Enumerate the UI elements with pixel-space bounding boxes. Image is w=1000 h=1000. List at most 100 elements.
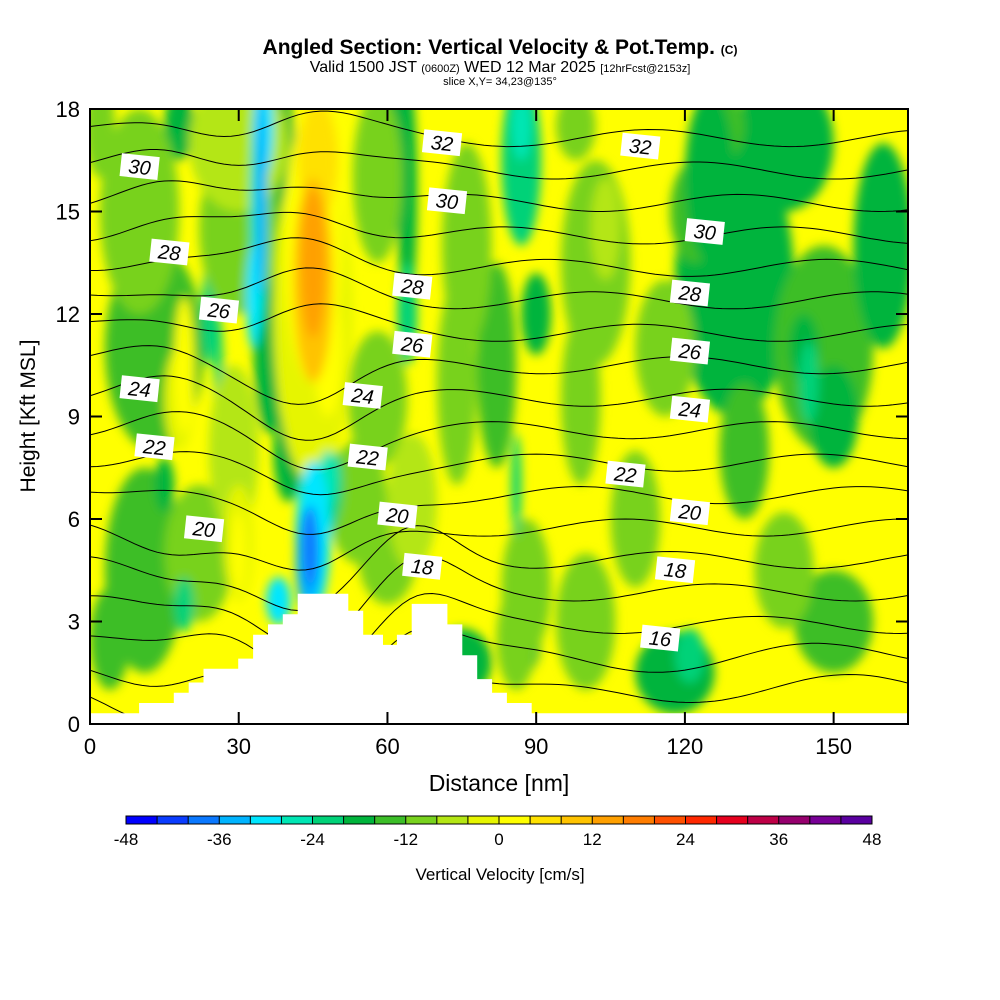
colorbar-tick-label: -36 bbox=[207, 830, 232, 849]
y-tick-label: 9 bbox=[68, 405, 80, 430]
isentrope-label-text: 24 bbox=[349, 385, 374, 409]
isentrope-line bbox=[90, 237, 908, 277]
velocity-cell bbox=[189, 109, 289, 212]
colorbar-swatch bbox=[250, 816, 282, 824]
velocity-cell bbox=[511, 433, 522, 537]
isentrope-label: 20 bbox=[669, 498, 711, 526]
isentrope-label-text: 26 bbox=[677, 340, 703, 364]
velocity-cell bbox=[674, 628, 705, 684]
isentrope-label-text: 16 bbox=[648, 627, 673, 651]
terrain bbox=[90, 593, 908, 724]
colorbar-swatch bbox=[219, 816, 251, 824]
velocity-cell bbox=[590, 177, 621, 280]
isentrope-label: 20 bbox=[377, 501, 418, 529]
isentrope-line bbox=[90, 592, 908, 680]
velocity-cell bbox=[174, 296, 195, 434]
velocity-cell bbox=[265, 577, 291, 625]
colorbar-swatch bbox=[499, 816, 531, 824]
isentrope-label: 18 bbox=[654, 556, 696, 583]
isentrope-label-text: 22 bbox=[354, 446, 379, 470]
isentrope-line bbox=[90, 303, 908, 342]
colorbar-swatch bbox=[343, 816, 376, 824]
isentrope-label-text: 26 bbox=[206, 299, 232, 323]
velocity-cell bbox=[300, 187, 326, 338]
isentrope-label-text: 30 bbox=[127, 156, 151, 180]
velocity-cell bbox=[808, 365, 859, 468]
forecast-run: [12hrFcst@2153z] bbox=[600, 63, 691, 75]
velocity-cell bbox=[352, 109, 403, 263]
plot-area: 30 28 26 24 22 20 32 30 28 26 24 22 20 18 32 30 28 26 24 22… bbox=[90, 109, 908, 724]
isentrope-label-box bbox=[669, 498, 711, 526]
isentrope-label-box bbox=[347, 443, 388, 471]
isentrope-label-box bbox=[392, 330, 433, 358]
colorbar-swatch bbox=[778, 816, 811, 824]
velocity-cell bbox=[719, 382, 770, 519]
velocity-cell bbox=[303, 505, 319, 588]
isentrope-label-text: 20 bbox=[677, 501, 702, 525]
title-copyright: (C) bbox=[720, 43, 738, 57]
isentrope-line bbox=[90, 451, 908, 496]
velocity-cell bbox=[521, 273, 552, 355]
isentrope-label-box bbox=[119, 375, 160, 403]
x-tick-label: 90 bbox=[524, 734, 548, 759]
isentrope-label: 20 bbox=[183, 515, 225, 543]
utc-time: (0600Z) bbox=[421, 63, 460, 75]
isentrope-label-text: 20 bbox=[191, 518, 216, 542]
isentrope-label-box bbox=[119, 153, 160, 181]
colorbar-tick-label: -24 bbox=[300, 830, 325, 849]
isentrope-label-text: 28 bbox=[677, 282, 702, 306]
isentrope-label-box bbox=[426, 187, 468, 215]
isentrope-line bbox=[90, 525, 908, 612]
velocity-cell bbox=[501, 519, 552, 656]
isentrope-label-text: 18 bbox=[663, 559, 687, 583]
potential-temperature-contours bbox=[90, 110, 908, 724]
colorbar-swatch bbox=[467, 816, 500, 824]
isentrope-label: 30 bbox=[426, 187, 468, 215]
velocity-cell bbox=[560, 314, 601, 485]
isentrope-line bbox=[90, 485, 908, 535]
isentrope-label-text: 28 bbox=[156, 241, 181, 265]
velocity-cell bbox=[387, 433, 438, 571]
isentrope-line bbox=[90, 345, 908, 405]
isentrope-label-text: 20 bbox=[384, 504, 409, 528]
x-tick-label: 150 bbox=[815, 734, 852, 759]
isentrope-label-box bbox=[620, 132, 661, 160]
isentrope-label: 24 bbox=[119, 375, 160, 403]
isentrope-label-box bbox=[183, 515, 225, 543]
isentrope-line bbox=[90, 518, 908, 571]
isentrope-line bbox=[90, 149, 908, 180]
colorbar-swatch bbox=[157, 816, 189, 824]
velocity-cell bbox=[556, 553, 616, 690]
colorbar-swatch bbox=[623, 816, 655, 824]
isentrope-label-text: 30 bbox=[692, 221, 716, 245]
x-tick-label: 30 bbox=[226, 734, 250, 759]
isentrope-label-box bbox=[134, 433, 175, 461]
isentrope-labels: 30 28 26 24 22 20 32 30 28 26 24 22 20 18 32 30 28 26 24 22… bbox=[119, 129, 725, 652]
colorbar-swatch bbox=[436, 816, 469, 824]
isentrope-label-text: 18 bbox=[410, 556, 434, 580]
colorbar-tick-label: 48 bbox=[863, 830, 882, 849]
y-tick-label: 15 bbox=[56, 200, 80, 225]
velocity-cell bbox=[255, 109, 267, 297]
colorbar-tick-label: 36 bbox=[769, 830, 788, 849]
isentrope-label: 32 bbox=[620, 132, 661, 160]
isentrope-label-text: 24 bbox=[126, 378, 151, 402]
y-tick-label: 12 bbox=[56, 302, 80, 327]
isentrope-label-box bbox=[377, 501, 418, 529]
isentrope-label-box bbox=[421, 129, 463, 157]
colorbar-swatch bbox=[716, 816, 749, 824]
isentrope-label: 28 bbox=[669, 279, 711, 307]
isentrope-label: 26 bbox=[198, 296, 240, 324]
isentrope-label: 30 bbox=[684, 218, 725, 245]
colorbar-tick-label: -48 bbox=[114, 830, 139, 849]
x-axis: 0 30 60 90 120 150 bbox=[84, 109, 852, 759]
isentrope-label-box bbox=[342, 382, 383, 409]
isentrope-label: 16 bbox=[640, 624, 681, 652]
isentrope-label: 24 bbox=[342, 382, 383, 409]
y-tick-label: 3 bbox=[68, 610, 80, 635]
y-axis: 0 3 6 9 12 15 18 bbox=[56, 97, 908, 737]
colorbar-swatch bbox=[747, 816, 780, 824]
velocity-cell bbox=[246, 245, 262, 349]
isentrope-label-box bbox=[198, 296, 240, 324]
isentrope-label-box bbox=[669, 337, 711, 365]
